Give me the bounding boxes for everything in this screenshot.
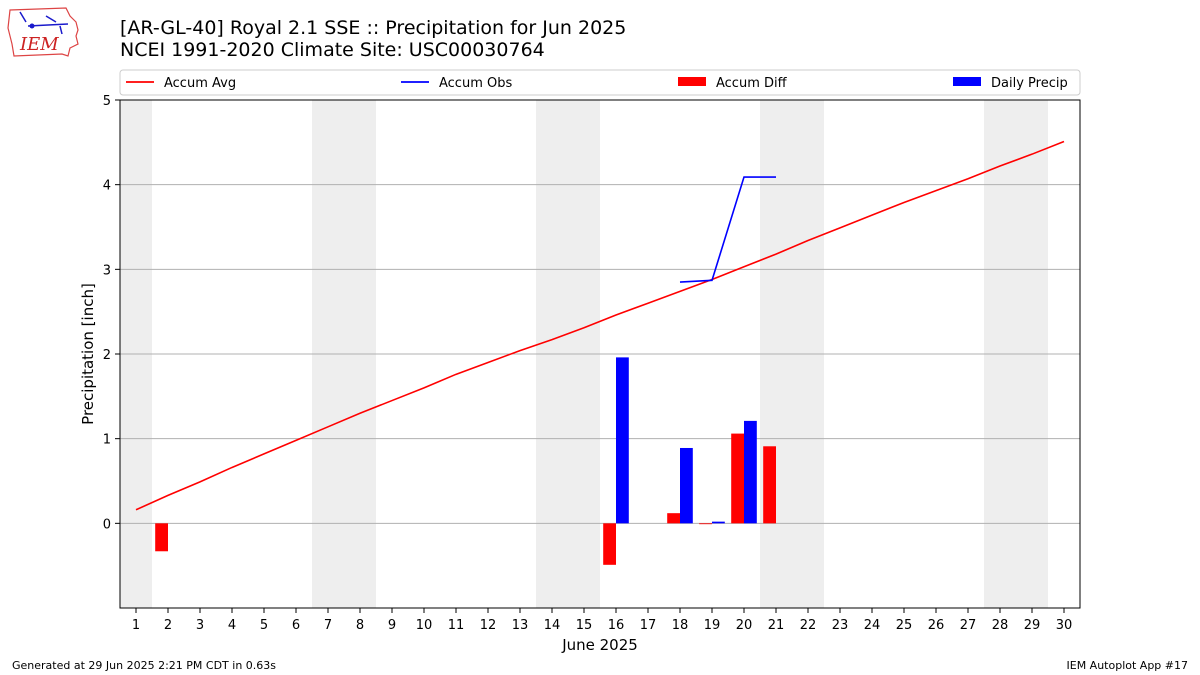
x-tick-label: 29 — [1024, 618, 1041, 633]
x-tick-label: 9 — [388, 618, 396, 633]
accum-obs-line — [679, 176, 776, 283]
x-tick-label: 6 — [292, 618, 300, 633]
x-tick-label: 11 — [448, 618, 465, 633]
x-tick-label: 22 — [800, 618, 817, 633]
y-tick-label: 2 — [103, 348, 111, 363]
chart-title: [AR-GL-40] Royal 2.1 SSE :: Precipitatio… — [120, 17, 627, 39]
accum-diff-bar — [155, 523, 168, 552]
x-tick-label: 24 — [864, 618, 881, 633]
accum-diff-bar — [763, 446, 776, 524]
x-tick-label: 4 — [228, 618, 236, 633]
x-tick-label: 17 — [640, 618, 657, 633]
daily-precip-bar — [744, 420, 757, 524]
y-tick-label: 1 — [103, 433, 111, 448]
daily-precip-bar — [712, 521, 725, 524]
legend-daily-precip-swatch — [953, 77, 981, 86]
y-tick-label: 5 — [103, 94, 111, 109]
x-tick-label: 5 — [260, 618, 268, 633]
y-tick-label: 3 — [103, 263, 111, 278]
x-tick-label: 23 — [832, 618, 849, 633]
x-tick-label: 2 — [164, 618, 172, 633]
x-tick-label: 1 — [132, 618, 140, 633]
x-tick-label: 30 — [1056, 618, 1073, 633]
legend-accum-obs-label: Accum Obs — [439, 76, 512, 91]
x-tick-label: 28 — [992, 618, 1009, 633]
y-tick-label: 4 — [103, 179, 111, 194]
y-tick-label: 0 — [103, 517, 111, 532]
x-tick-label: 14 — [544, 618, 561, 633]
accum-diff-bar — [603, 523, 616, 565]
x-tick-label: 16 — [608, 618, 625, 633]
chart-subtitle: NCEI 1991-2020 Climate Site: USC00030764 — [120, 39, 545, 61]
x-tick-label: 25 — [896, 618, 913, 633]
accum-avg-line — [135, 140, 1065, 511]
accum-diff-bar — [731, 433, 744, 524]
accum-diff-bar — [667, 513, 680, 524]
x-tick-label: 8 — [356, 618, 364, 633]
x-tick-label: 26 — [928, 618, 945, 633]
legend-accum-avg-label: Accum Avg — [164, 76, 236, 91]
weather-icon — [19, 11, 69, 35]
x-tick-label: 13 — [512, 618, 529, 633]
x-tick-label: 20 — [736, 618, 753, 633]
x-tick-label: 27 — [960, 618, 977, 633]
x-axis-label: June 2025 — [561, 636, 638, 654]
accum-diff-bar — [699, 523, 712, 525]
x-tick-label: 3 — [196, 618, 204, 633]
legend-daily-precip-label: Daily Precip — [991, 76, 1068, 91]
daily-precip-bar — [680, 447, 693, 524]
sun-dot-icon — [29, 23, 35, 29]
legend: Accum Avg Accum Obs Accum Diff Daily Precip — [119, 69, 1081, 96]
gridlines — [120, 99, 1080, 524]
x-tick-label: 19 — [704, 618, 721, 633]
x-tick-label: 18 — [672, 618, 689, 633]
legend-accum-diff-swatch — [678, 77, 706, 86]
logo-text: IEM — [19, 34, 59, 55]
x-tick-label: 15 — [576, 618, 593, 633]
x-tick-label: 12 — [480, 618, 497, 633]
bars — [155, 357, 776, 565]
lines — [135, 140, 1065, 511]
x-tick-label: 21 — [768, 618, 785, 633]
daily-precip-bar — [616, 357, 629, 524]
x-tick-label: 7 — [324, 618, 332, 633]
y-axis-label: Precipitation [inch] — [79, 283, 97, 425]
x-tick-label: 10 — [416, 618, 433, 633]
app-footer: IEM Autoplot App #17 — [1066, 659, 1189, 672]
legend-box — [119, 69, 1081, 96]
generated-footer: Generated at 29 Jun 2025 2:21 PM CDT in … — [12, 659, 277, 672]
legend-accum-diff-label: Accum Diff — [716, 76, 788, 91]
iem-logo: IEM — [7, 7, 79, 57]
